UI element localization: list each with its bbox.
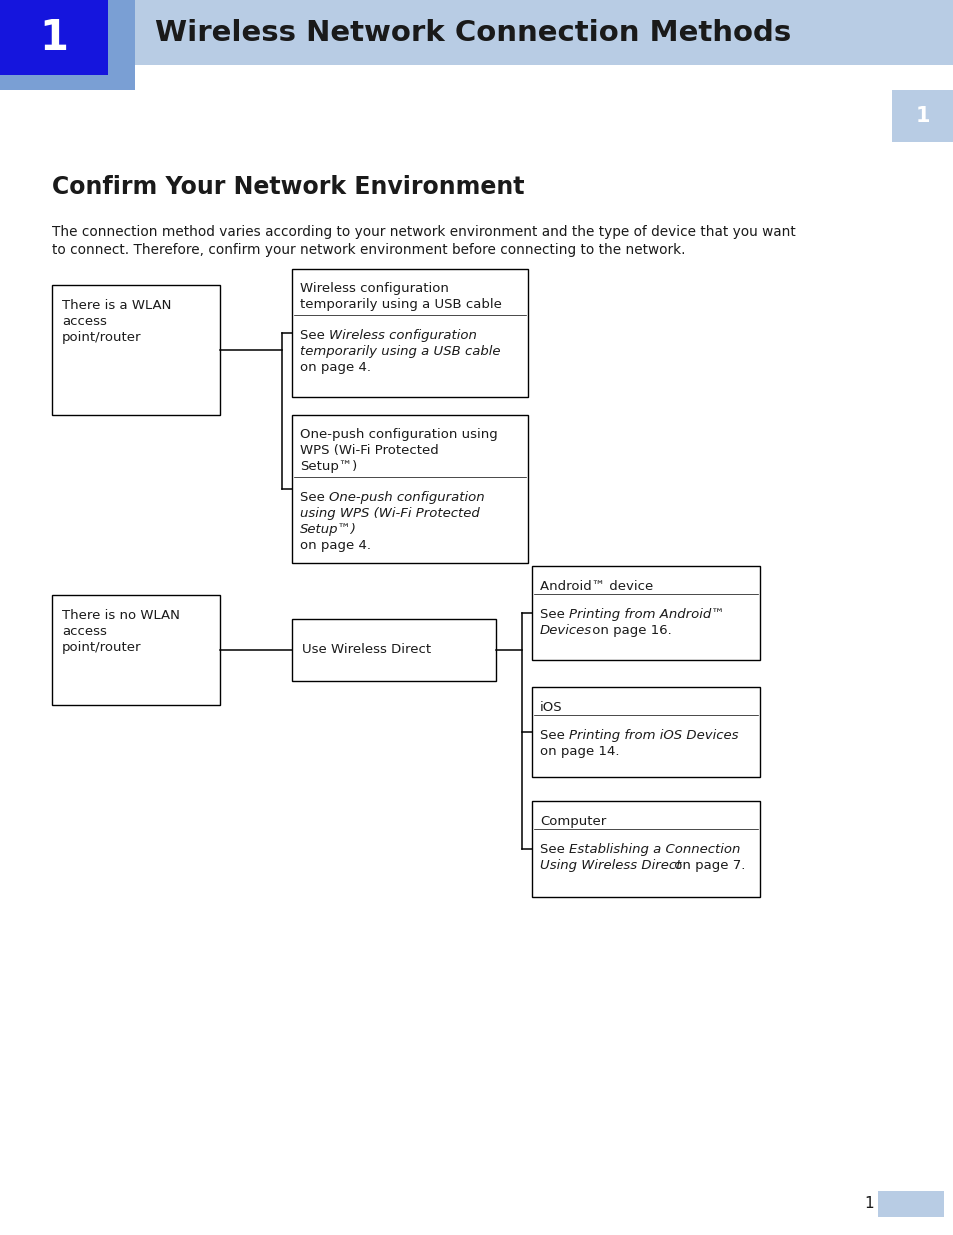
Text: There is no WLAN: There is no WLAN <box>62 609 180 622</box>
Text: Setup™): Setup™) <box>299 459 356 473</box>
Bar <box>0 0 953 65</box>
Bar <box>292 619 496 680</box>
Text: 1: 1 <box>863 1197 873 1212</box>
Text: There is a WLAN: There is a WLAN <box>62 299 172 312</box>
Text: Android™ device: Android™ device <box>539 580 653 593</box>
Bar <box>0 0 108 75</box>
Bar <box>52 285 220 415</box>
Text: on page 7.: on page 7. <box>669 860 744 872</box>
Text: Using Wireless Direct: Using Wireless Direct <box>539 860 680 872</box>
Text: on page 16.: on page 16. <box>587 624 671 637</box>
Text: on page 4.: on page 4. <box>299 361 371 374</box>
Bar <box>532 566 760 659</box>
Text: access: access <box>62 625 107 638</box>
Text: iOS: iOS <box>539 701 562 714</box>
Text: access: access <box>62 315 107 329</box>
Text: One-push configuration: One-push configuration <box>329 492 484 504</box>
Text: See: See <box>539 844 569 856</box>
Text: Devices: Devices <box>539 624 592 637</box>
Bar <box>877 1191 943 1216</box>
Text: Computer: Computer <box>539 815 605 827</box>
Text: to connect. Therefore, confirm your network environment before connecting to the: to connect. Therefore, confirm your netw… <box>52 243 685 257</box>
Text: temporarily using a USB cable: temporarily using a USB cable <box>299 298 501 311</box>
Text: Setup™): Setup™) <box>299 522 356 536</box>
Bar <box>292 269 527 396</box>
Text: Confirm Your Network Environment: Confirm Your Network Environment <box>52 175 524 199</box>
Text: point/router: point/router <box>62 331 141 345</box>
Bar <box>532 687 760 777</box>
Text: Use Wireless Direct: Use Wireless Direct <box>302 643 431 656</box>
Bar <box>292 415 527 563</box>
Bar <box>532 802 760 897</box>
Text: point/router: point/router <box>62 641 141 655</box>
Text: Printing from Android™: Printing from Android™ <box>568 608 723 621</box>
Bar <box>891 90 953 142</box>
Text: temporarily using a USB cable: temporarily using a USB cable <box>299 345 500 358</box>
Text: Wireless configuration: Wireless configuration <box>329 329 476 342</box>
Text: Establishing a Connection: Establishing a Connection <box>568 844 740 856</box>
Text: See: See <box>299 329 329 342</box>
Bar <box>0 0 135 90</box>
Text: 1: 1 <box>915 106 929 126</box>
Text: See: See <box>539 729 569 742</box>
Text: Wireless configuration: Wireless configuration <box>299 282 449 295</box>
Text: using WPS (Wi-Fi Protected: using WPS (Wi-Fi Protected <box>299 508 479 520</box>
Text: WPS (Wi-Fi Protected: WPS (Wi-Fi Protected <box>299 445 438 457</box>
Text: on page 14.: on page 14. <box>539 745 618 758</box>
Text: The connection method varies according to your network environment and the type : The connection method varies according t… <box>52 225 795 240</box>
Text: See: See <box>299 492 329 504</box>
Bar <box>52 595 220 705</box>
Text: Wireless Network Connection Methods: Wireless Network Connection Methods <box>154 19 790 47</box>
Text: 1: 1 <box>39 16 69 58</box>
Text: See: See <box>539 608 569 621</box>
Text: on page 4.: on page 4. <box>299 538 371 552</box>
Text: One-push configuration using: One-push configuration using <box>299 429 497 441</box>
Text: Printing from iOS Devices: Printing from iOS Devices <box>568 729 738 742</box>
